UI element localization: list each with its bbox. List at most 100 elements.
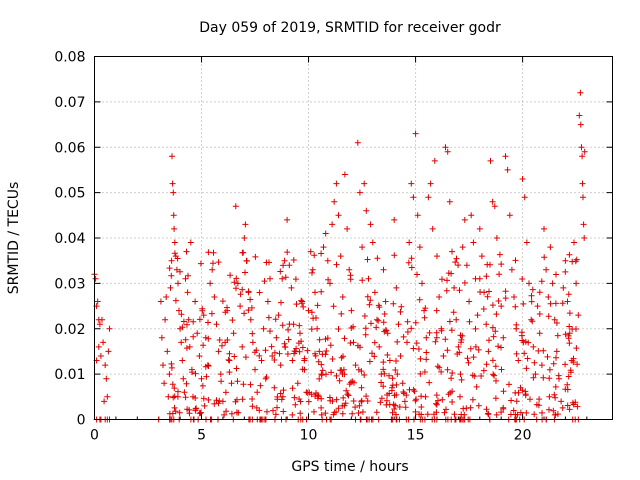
data-point bbox=[502, 295, 509, 302]
data-point bbox=[322, 230, 329, 237]
data-point bbox=[396, 404, 403, 410]
data-point bbox=[251, 349, 258, 356]
data-point bbox=[579, 180, 586, 187]
data-point bbox=[358, 368, 365, 375]
data-point bbox=[280, 408, 287, 415]
data-point bbox=[429, 225, 436, 232]
data-point bbox=[171, 385, 178, 392]
data-point bbox=[418, 393, 425, 400]
data-point bbox=[209, 266, 216, 273]
data-point bbox=[519, 176, 526, 182]
data-point bbox=[498, 409, 505, 416]
data-point bbox=[92, 275, 99, 282]
data-point bbox=[172, 297, 179, 304]
data-point bbox=[289, 385, 296, 392]
data-point bbox=[226, 369, 233, 376]
data-point bbox=[318, 250, 325, 257]
data-point bbox=[325, 276, 332, 283]
data-point bbox=[545, 294, 552, 300]
data-point bbox=[408, 325, 415, 332]
data-point bbox=[480, 367, 487, 374]
data-point bbox=[224, 304, 230, 311]
data-point bbox=[366, 301, 373, 308]
data-point bbox=[412, 397, 419, 404]
data-point bbox=[327, 280, 333, 287]
data-point bbox=[335, 212, 342, 219]
data-point bbox=[289, 357, 296, 364]
data-point bbox=[552, 383, 559, 390]
data-point bbox=[296, 322, 303, 329]
data-point bbox=[555, 372, 562, 379]
data-point bbox=[279, 393, 286, 400]
data-point bbox=[299, 344, 306, 351]
data-point bbox=[233, 275, 240, 282]
data-point bbox=[213, 321, 220, 328]
data-point bbox=[285, 336, 292, 343]
data-point bbox=[355, 366, 362, 373]
data-point bbox=[448, 327, 455, 334]
data-point bbox=[487, 157, 494, 164]
data-point bbox=[513, 398, 520, 405]
data-point bbox=[490, 333, 497, 340]
data-point bbox=[170, 212, 177, 219]
data-point bbox=[467, 404, 474, 411]
data-point bbox=[413, 396, 420, 403]
data-point bbox=[180, 318, 187, 325]
data-point bbox=[364, 398, 371, 404]
data-point bbox=[406, 386, 413, 393]
data-point bbox=[442, 144, 449, 151]
data-point bbox=[384, 392, 391, 398]
data-point bbox=[373, 409, 380, 416]
data-point bbox=[204, 362, 211, 369]
data-point bbox=[552, 394, 559, 401]
data-point bbox=[564, 298, 571, 305]
data-point bbox=[536, 311, 543, 317]
data-point bbox=[164, 348, 171, 355]
data-point bbox=[404, 339, 410, 346]
data-point bbox=[297, 330, 303, 337]
data-point bbox=[307, 248, 314, 255]
data-point bbox=[314, 325, 321, 332]
data-point bbox=[300, 303, 307, 310]
data-point bbox=[569, 326, 576, 333]
data-point bbox=[392, 367, 399, 373]
y-tick-label: 0 bbox=[77, 413, 86, 429]
data-point bbox=[388, 387, 395, 394]
data-point bbox=[308, 326, 315, 333]
data-point bbox=[269, 353, 276, 359]
data-point bbox=[361, 180, 368, 187]
data-point bbox=[475, 402, 482, 409]
data-point bbox=[350, 339, 357, 346]
data-point bbox=[434, 363, 441, 370]
data-point bbox=[393, 381, 400, 388]
data-point bbox=[401, 398, 408, 405]
data-point bbox=[529, 286, 536, 293]
data-point bbox=[335, 326, 342, 332]
data-point bbox=[446, 198, 453, 205]
data-point bbox=[292, 401, 299, 408]
data-point bbox=[382, 298, 389, 305]
data-point bbox=[369, 350, 375, 357]
data-point bbox=[247, 316, 254, 323]
data-point bbox=[418, 404, 425, 410]
data-point bbox=[337, 253, 344, 260]
data-point bbox=[260, 325, 267, 332]
data-point bbox=[410, 194, 417, 201]
data-point bbox=[559, 300, 566, 307]
data-point bbox=[449, 370, 456, 376]
data-point bbox=[439, 276, 445, 283]
data-point bbox=[200, 342, 207, 349]
data-point bbox=[431, 157, 438, 164]
data-point bbox=[318, 395, 325, 402]
y-tick-label: 0.04 bbox=[54, 231, 85, 247]
data-point bbox=[489, 198, 496, 205]
data-point bbox=[486, 337, 492, 344]
data-point bbox=[416, 296, 423, 303]
data-point bbox=[566, 310, 573, 317]
data-point bbox=[565, 291, 572, 298]
data-point bbox=[566, 406, 573, 413]
data-point bbox=[569, 258, 576, 265]
data-point bbox=[413, 340, 420, 347]
data-point bbox=[565, 373, 572, 380]
data-point bbox=[158, 334, 165, 341]
